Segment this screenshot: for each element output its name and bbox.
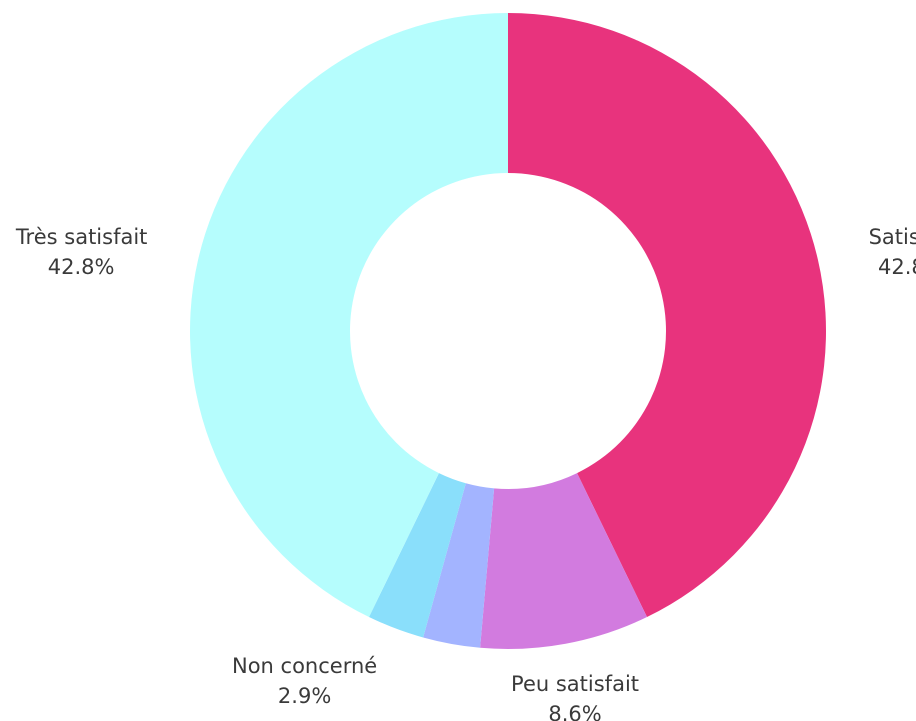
slice-peu-satisfait — [480, 473, 648, 650]
slice-value-non-concerne: 2.9% — [278, 684, 331, 708]
slice-label-peu-satisfait: Peu satisfait — [511, 672, 639, 696]
labels-group: Satisfait 42.8% Peu satisfait 8.6% Non conce… — [15, 225, 916, 721]
slice-satisfait — [508, 13, 826, 618]
slice-slice-2 — [423, 483, 495, 648]
slice-label-tres-satisfait: Très satisfait — [15, 225, 148, 249]
slice-value-peu-satisfait: 8.6% — [548, 702, 601, 721]
slice-value-tres-satisfait: 42.8% — [48, 255, 115, 279]
slice-value-satisfait: 42.8% — [878, 255, 916, 279]
slice-non-concerne — [368, 473, 466, 638]
slice-label-non-concerne: Non concerné — [232, 654, 377, 678]
slice-tres-satisfait — [190, 13, 508, 618]
slices-group — [190, 13, 826, 650]
slice-label-satisfait: Satisfait — [869, 225, 916, 249]
